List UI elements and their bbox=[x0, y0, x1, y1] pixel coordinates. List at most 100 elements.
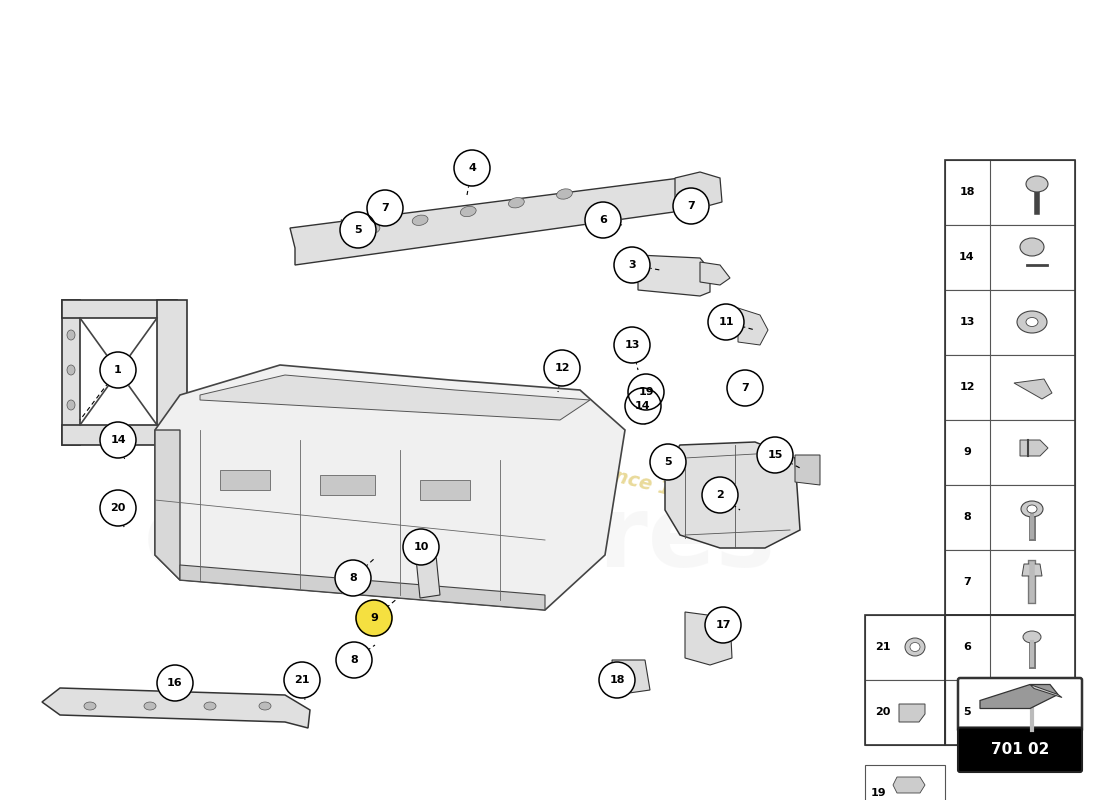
Ellipse shape bbox=[258, 702, 271, 710]
Ellipse shape bbox=[204, 702, 216, 710]
Text: 10: 10 bbox=[414, 542, 429, 552]
Ellipse shape bbox=[1018, 311, 1047, 333]
Text: 6: 6 bbox=[600, 215, 607, 225]
Text: eurospares: eurospares bbox=[144, 491, 777, 589]
Bar bbox=[945, 615, 1075, 680]
Text: 20: 20 bbox=[110, 503, 125, 513]
Text: 5: 5 bbox=[354, 225, 362, 235]
Text: 13: 13 bbox=[625, 340, 640, 350]
Text: 9: 9 bbox=[964, 447, 971, 457]
Text: 14: 14 bbox=[110, 435, 125, 445]
Circle shape bbox=[336, 642, 372, 678]
Text: 13: 13 bbox=[959, 317, 975, 327]
Bar bbox=[945, 550, 1075, 615]
Circle shape bbox=[367, 190, 403, 226]
Ellipse shape bbox=[364, 224, 380, 234]
Text: 5: 5 bbox=[664, 457, 672, 467]
Polygon shape bbox=[62, 300, 80, 445]
Circle shape bbox=[625, 388, 661, 424]
Circle shape bbox=[403, 529, 439, 565]
Text: 14: 14 bbox=[635, 401, 651, 411]
Circle shape bbox=[757, 437, 793, 473]
Text: 3: 3 bbox=[628, 260, 636, 270]
Ellipse shape bbox=[144, 702, 156, 710]
Polygon shape bbox=[638, 255, 710, 296]
FancyBboxPatch shape bbox=[958, 678, 1082, 731]
Ellipse shape bbox=[1027, 505, 1037, 513]
Polygon shape bbox=[62, 300, 177, 318]
FancyBboxPatch shape bbox=[958, 727, 1082, 772]
Circle shape bbox=[157, 665, 192, 701]
Circle shape bbox=[600, 662, 635, 698]
Circle shape bbox=[585, 202, 622, 238]
Text: 12: 12 bbox=[959, 382, 975, 392]
Bar bbox=[945, 160, 1075, 615]
Ellipse shape bbox=[1023, 693, 1041, 703]
Text: 7: 7 bbox=[741, 383, 749, 393]
Circle shape bbox=[727, 370, 763, 406]
Text: 7: 7 bbox=[688, 201, 695, 211]
Text: 18: 18 bbox=[609, 675, 625, 685]
Bar bbox=[945, 615, 1075, 745]
Circle shape bbox=[705, 607, 741, 643]
Polygon shape bbox=[180, 565, 544, 610]
Text: 19: 19 bbox=[871, 788, 887, 798]
Circle shape bbox=[650, 444, 686, 480]
Circle shape bbox=[454, 150, 490, 186]
Bar bbox=[865, 615, 945, 745]
Bar bbox=[220, 470, 270, 490]
Polygon shape bbox=[1030, 685, 1062, 698]
Polygon shape bbox=[415, 545, 440, 598]
Ellipse shape bbox=[412, 215, 428, 226]
Ellipse shape bbox=[67, 400, 75, 410]
Text: 8: 8 bbox=[964, 512, 971, 522]
Polygon shape bbox=[899, 704, 925, 722]
Ellipse shape bbox=[461, 206, 476, 217]
Ellipse shape bbox=[67, 330, 75, 340]
Polygon shape bbox=[290, 178, 690, 265]
Text: 7: 7 bbox=[964, 577, 971, 587]
Polygon shape bbox=[155, 365, 625, 610]
Text: 17: 17 bbox=[715, 620, 730, 630]
Polygon shape bbox=[1022, 564, 1042, 576]
Polygon shape bbox=[1020, 440, 1048, 456]
Polygon shape bbox=[62, 425, 177, 445]
Ellipse shape bbox=[1026, 176, 1048, 192]
Circle shape bbox=[614, 327, 650, 363]
Bar bbox=[320, 475, 375, 495]
Ellipse shape bbox=[67, 365, 75, 375]
Text: 6: 6 bbox=[964, 642, 971, 652]
Text: 12: 12 bbox=[554, 363, 570, 373]
Ellipse shape bbox=[1020, 238, 1044, 256]
Polygon shape bbox=[980, 685, 1058, 709]
Ellipse shape bbox=[1026, 318, 1038, 326]
Ellipse shape bbox=[557, 189, 572, 199]
Bar bbox=[865, 680, 945, 745]
Ellipse shape bbox=[1023, 631, 1041, 643]
Polygon shape bbox=[700, 262, 730, 285]
Text: 2: 2 bbox=[716, 490, 724, 500]
Text: 11: 11 bbox=[718, 317, 734, 327]
Bar bbox=[945, 680, 1075, 745]
Polygon shape bbox=[42, 688, 310, 728]
Polygon shape bbox=[666, 442, 800, 548]
Text: 5: 5 bbox=[964, 707, 971, 717]
Circle shape bbox=[544, 350, 580, 386]
Circle shape bbox=[628, 374, 664, 410]
Text: 19: 19 bbox=[638, 387, 653, 397]
Ellipse shape bbox=[910, 642, 920, 651]
Polygon shape bbox=[157, 300, 187, 445]
Text: 20: 20 bbox=[876, 707, 891, 717]
Circle shape bbox=[702, 477, 738, 513]
Polygon shape bbox=[1014, 379, 1052, 399]
Text: 21: 21 bbox=[295, 675, 310, 685]
Polygon shape bbox=[155, 430, 180, 580]
Text: 8: 8 bbox=[349, 573, 356, 583]
Polygon shape bbox=[200, 375, 590, 420]
Circle shape bbox=[356, 600, 392, 636]
Ellipse shape bbox=[508, 198, 525, 208]
Polygon shape bbox=[738, 308, 768, 345]
Circle shape bbox=[340, 212, 376, 248]
Text: 4: 4 bbox=[469, 163, 476, 173]
Text: 7: 7 bbox=[381, 203, 389, 213]
